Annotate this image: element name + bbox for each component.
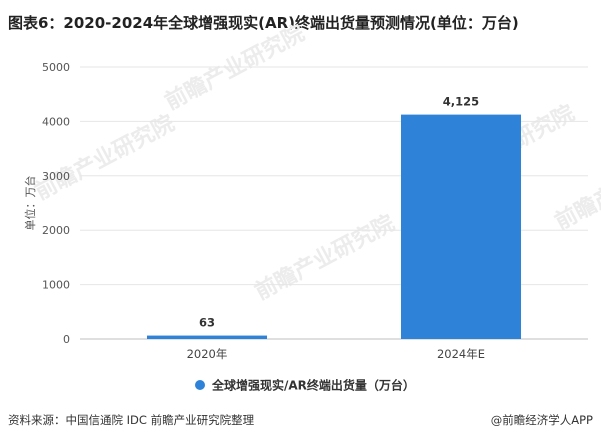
y-tick-label: 2000: [42, 224, 70, 237]
legend: 全球增强现实/AR终端出货量（万台）: [195, 378, 415, 393]
brand-name: 前瞻经济学人APP: [502, 413, 593, 427]
x-tick-label: 2020年: [187, 347, 228, 361]
y-tick-label: 0: [63, 333, 70, 346]
x-tick-labels: 2020年 2024年E: [187, 347, 485, 361]
source-note: 资料来源：中国信通院 IDC 前瞻产业研究院整理: [8, 413, 255, 427]
legend-label: 全球增强现实/AR终端出货量（万台）: [211, 378, 415, 393]
at-icon: @: [490, 413, 503, 427]
bar-data-label: 4,125: [443, 95, 479, 109]
bar-data-label: 63: [199, 316, 215, 330]
watermark-text: 前瞻产业研究院: [161, 20, 309, 115]
x-tick-label: 2024年E: [437, 347, 485, 361]
bar: [147, 335, 267, 339]
y-tick-label: 1000: [42, 279, 70, 292]
y-axis-label: 单位：万台: [23, 176, 37, 231]
y-tick-label: 5000: [42, 61, 70, 74]
watermark-text: 前瞻产业研究院: [551, 140, 601, 235]
watermark-text: 前瞻产业研究院: [251, 210, 399, 305]
brand-credit: @前瞻经济学人APP: [491, 412, 593, 428]
chart-title: 图表6：2020-2024年全球增强现实(AR)终端出货量预测情况(单位：万台): [8, 14, 519, 32]
y-tick-labels: 0 1000 2000 3000 4000 5000: [42, 61, 70, 346]
bar: [401, 114, 521, 339]
y-tick-label: 4000: [42, 115, 70, 128]
bars: 63 4,125: [147, 95, 521, 339]
legend-marker: [195, 380, 205, 390]
y-tick-label: 3000: [42, 170, 70, 183]
